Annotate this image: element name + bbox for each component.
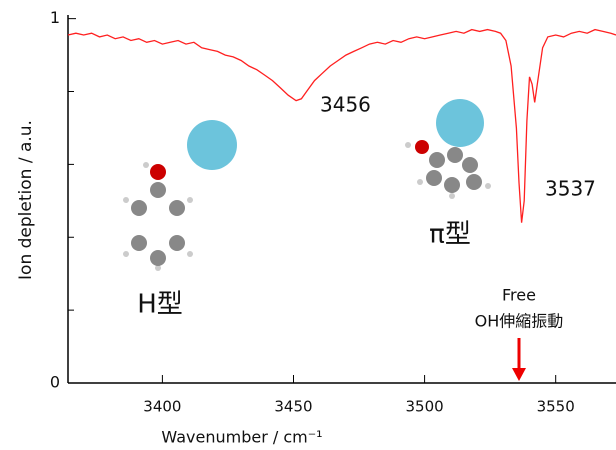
x-tick-label: 3450: [274, 398, 312, 416]
x-axis-title: Wavenumber / cm⁻¹: [161, 428, 322, 447]
page: Wavenumber / cm⁻¹ Ion depletion / a.u. 0…: [0, 0, 616, 450]
molecule-pi: [405, 99, 491, 199]
annotation: 3537: [545, 177, 596, 201]
annotation: H型: [137, 290, 183, 320]
annotation: 3456: [320, 93, 371, 117]
x-tick-label: 3400: [143, 398, 181, 416]
y-axis-title: Ion depletion / a.u.: [16, 120, 36, 280]
spectrum-line: [68, 30, 616, 223]
y-tick-label: 0: [50, 373, 60, 392]
chart: Wavenumber / cm⁻¹ Ion depletion / a.u. 0…: [0, 0, 616, 450]
y-tick-label: 1: [50, 8, 60, 27]
annotation: Free: [502, 286, 536, 305]
annotation: OH伸縮振動: [475, 312, 564, 331]
annotation: π型: [429, 220, 471, 250]
molecule-h: [123, 120, 237, 271]
x-tick-label: 3500: [405, 398, 443, 416]
x-tick-label: 3550: [537, 398, 575, 416]
free-oh-arrow: [512, 338, 526, 381]
